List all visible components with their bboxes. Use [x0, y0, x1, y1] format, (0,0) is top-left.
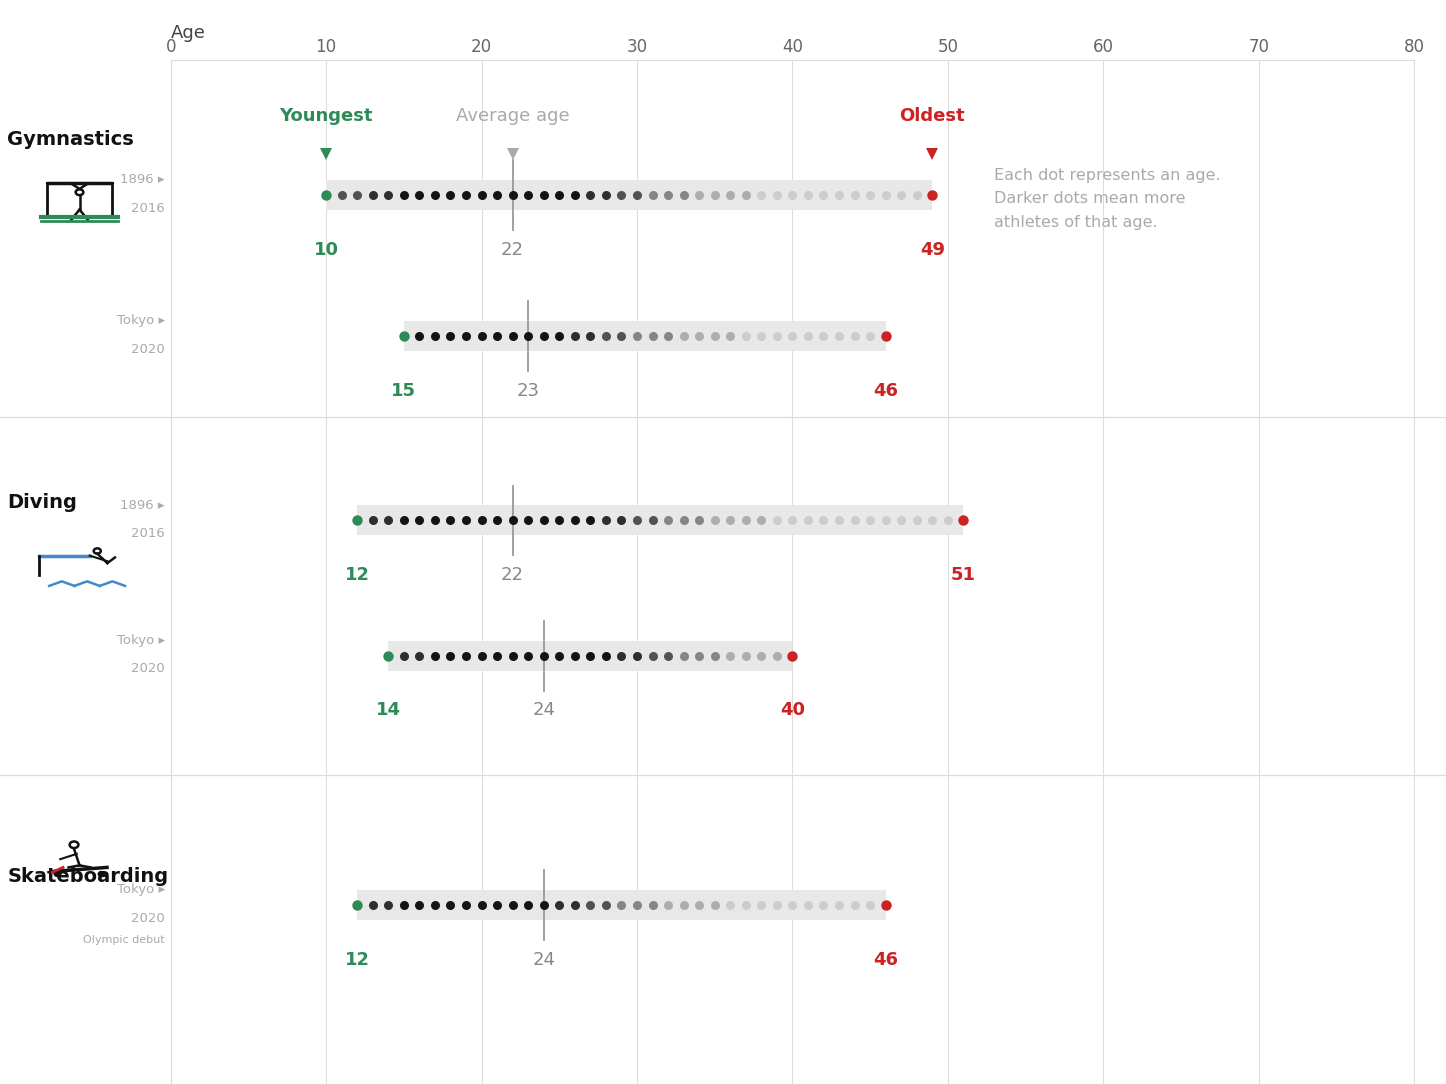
Text: 40: 40 — [779, 701, 805, 720]
Text: 51: 51 — [951, 566, 976, 584]
Text: 23: 23 — [516, 382, 539, 400]
Text: 1896 ▸: 1896 ▸ — [120, 173, 165, 186]
Bar — [357, 505, 963, 535]
Text: 30: 30 — [626, 38, 648, 55]
Text: 0: 0 — [165, 38, 176, 55]
Text: Average age: Average age — [455, 106, 570, 125]
Bar — [327, 180, 933, 210]
Text: 2016: 2016 — [132, 202, 165, 215]
Text: 2020: 2020 — [132, 662, 165, 675]
Text: 22: 22 — [502, 566, 523, 584]
Bar — [388, 641, 792, 671]
Text: 10: 10 — [314, 241, 338, 259]
Text: 80: 80 — [1404, 38, 1424, 55]
Text: Age: Age — [171, 24, 205, 42]
Text: 15: 15 — [392, 382, 416, 400]
Text: 12: 12 — [344, 566, 370, 584]
Text: 46: 46 — [873, 382, 898, 400]
Circle shape — [98, 872, 104, 877]
Text: 24: 24 — [532, 951, 555, 969]
Text: Tokyo ▸: Tokyo ▸ — [117, 314, 165, 327]
Text: 2020: 2020 — [132, 343, 165, 356]
Text: 50: 50 — [937, 38, 959, 55]
Text: Youngest: Youngest — [279, 106, 373, 125]
Text: Diving: Diving — [7, 493, 77, 513]
Text: 60: 60 — [1093, 38, 1113, 55]
Text: Each dot represents an age.
Darker dots mean more
athletes of that age.: Each dot represents an age. Darker dots … — [995, 168, 1220, 230]
Text: 70: 70 — [1248, 38, 1270, 55]
Text: 24: 24 — [532, 701, 555, 720]
Text: Skateboarding: Skateboarding — [7, 867, 168, 887]
Text: 1896 ▸: 1896 ▸ — [120, 499, 165, 512]
Text: 49: 49 — [920, 241, 944, 259]
Text: 40: 40 — [782, 38, 803, 55]
Text: 22: 22 — [502, 241, 523, 259]
Text: 10: 10 — [315, 38, 337, 55]
Text: Oldest: Oldest — [899, 106, 964, 125]
Text: Olympic debut: Olympic debut — [84, 934, 165, 945]
Text: Gymnastics: Gymnastics — [7, 130, 134, 150]
Text: Tokyo ▸: Tokyo ▸ — [117, 634, 165, 647]
Text: 2020: 2020 — [132, 912, 165, 925]
Text: 46: 46 — [873, 951, 898, 969]
Text: 12: 12 — [344, 951, 370, 969]
Bar — [357, 890, 885, 920]
Text: 20: 20 — [471, 38, 492, 55]
Text: 2016: 2016 — [132, 527, 165, 540]
Bar — [403, 321, 885, 351]
Text: 14: 14 — [376, 701, 401, 720]
Circle shape — [55, 872, 61, 877]
Text: Tokyo ▸: Tokyo ▸ — [117, 883, 165, 896]
